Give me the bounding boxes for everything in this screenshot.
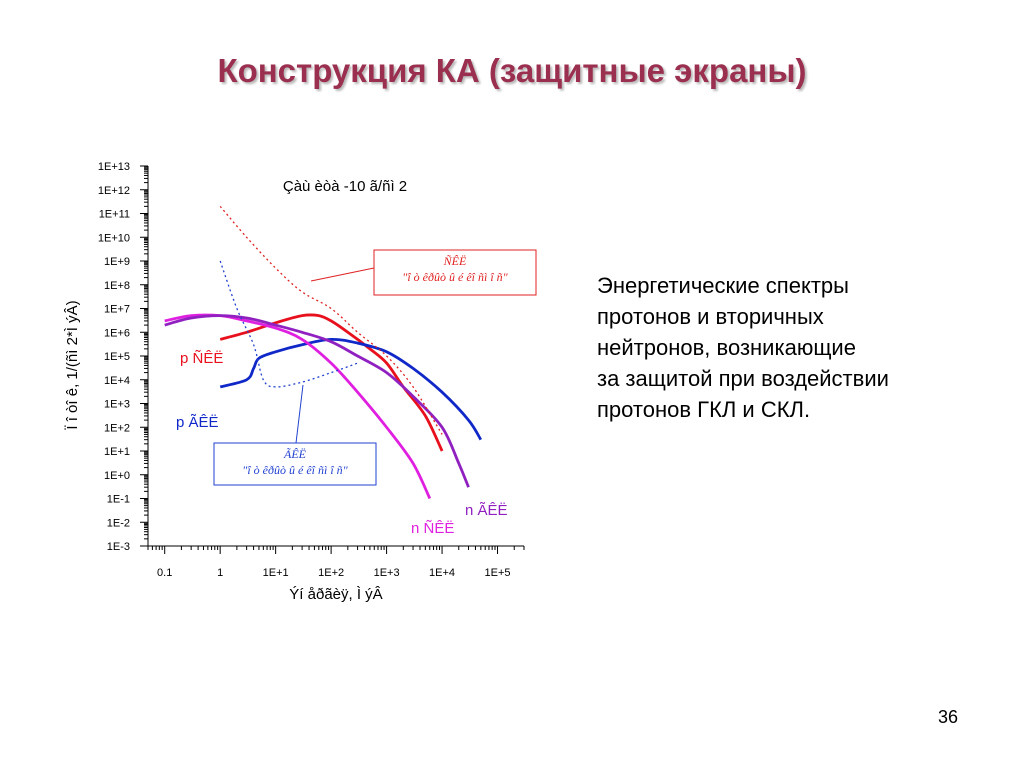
y-tick-label: 1E-3 bbox=[107, 541, 130, 553]
y-tick-label: 1E+10 bbox=[98, 232, 130, 244]
series-gkl-open-space bbox=[219, 260, 358, 388]
page-number: 36 bbox=[938, 707, 959, 727]
y-tick-label: 1E+2 bbox=[104, 422, 130, 434]
y-tick-label: 1E+9 bbox=[104, 256, 130, 268]
curve-label: n ÑÊË bbox=[411, 520, 454, 537]
x-tick-label: 1 bbox=[217, 567, 223, 579]
x-tick-label: 0.1 bbox=[157, 567, 172, 579]
annotation-text: ÃÊË bbox=[283, 446, 307, 461]
annotation-text: ÑÊË bbox=[443, 253, 467, 268]
slide-description: Энергетические спектры протонов и вторич… bbox=[597, 270, 1007, 425]
y-tick-label: 1E+6 bbox=[104, 327, 130, 339]
y-tick-label: 1E+12 bbox=[98, 185, 130, 197]
curve-label: n ÃÊË bbox=[465, 502, 508, 519]
description-line: протонов ГКЛ и СКЛ. bbox=[597, 397, 811, 422]
series-p-gkl bbox=[219, 337, 483, 441]
description-line: за защитой при воздействии bbox=[597, 366, 889, 391]
description-line: протонов и вторичных bbox=[597, 304, 824, 329]
curve-label: p ÑÊË bbox=[180, 350, 223, 367]
y-tick-label: 1E+11 bbox=[99, 209, 130, 221]
annotation-leader bbox=[295, 384, 304, 444]
series-n-gkl bbox=[164, 314, 470, 488]
y-tick-label: 1E+13 bbox=[98, 161, 130, 173]
curve-label: p ÃÊË bbox=[176, 414, 219, 431]
slide-title: Конструкция КА (защитные экраны) bbox=[217, 52, 807, 89]
annotation-box bbox=[373, 249, 537, 296]
y-tick-label: 1E-1 bbox=[107, 494, 130, 506]
x-tick-label: 1E+1 bbox=[263, 567, 289, 579]
x-tick-label: 1E+4 bbox=[429, 567, 455, 579]
x-tick-label: 1E+5 bbox=[485, 567, 511, 579]
y-axis-label: Ï î òî ê, 1/(ñì 2*Ì ýÂ) bbox=[64, 300, 81, 429]
annotation-text: "î ò êðûò û é êî ñì î ñ" bbox=[242, 463, 348, 477]
annotation-leader bbox=[310, 267, 375, 282]
description-line: нейтронов, возникающие bbox=[597, 335, 856, 360]
y-tick-label: 1E+3 bbox=[104, 399, 130, 411]
description-line: Энергетические спектры bbox=[597, 273, 849, 298]
x-tick-label: 1E+3 bbox=[374, 567, 400, 579]
y-tick-label: 1E+8 bbox=[104, 280, 130, 292]
annotation-text: "î ò êðûò û é êî ñì î ñ" bbox=[402, 270, 508, 284]
y-tick-label: 1E+5 bbox=[104, 351, 130, 363]
y-tick-label: 1E+0 bbox=[104, 470, 130, 482]
chart-title: Çàù èòà -10 ã/ñì 2 bbox=[283, 178, 407, 195]
annotation-box bbox=[213, 442, 377, 486]
y-tick-label: 1E+7 bbox=[104, 304, 130, 316]
y-tick-label: 1E-2 bbox=[107, 517, 130, 529]
x-axis-label: Ýí åðãèÿ, Ì ýÂ bbox=[289, 586, 382, 603]
series-p-skl bbox=[219, 313, 444, 452]
y-tick-label: 1E+1 bbox=[104, 446, 130, 458]
y-tick-label: 1E+4 bbox=[104, 375, 130, 387]
x-tick-label: 1E+2 bbox=[318, 567, 344, 579]
